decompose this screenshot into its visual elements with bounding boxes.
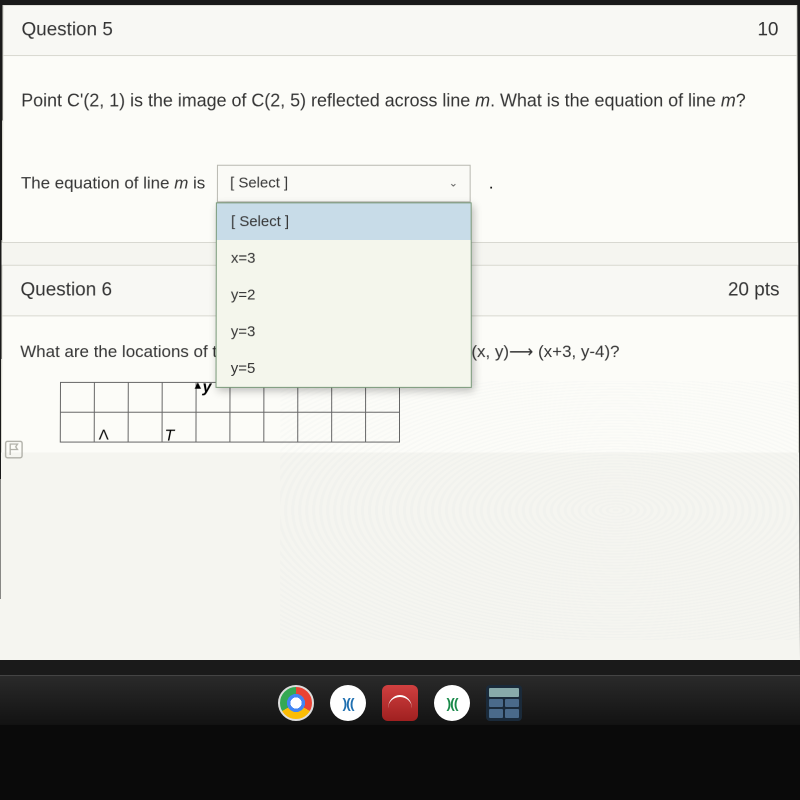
axis-arrow-icon: ▴ (195, 377, 202, 393)
question-6-title: Question 6 (20, 280, 112, 302)
answer-row: The equation of line m is [ Select ] ⌄ [… (21, 165, 779, 203)
question-6-points: 20 pts (728, 280, 780, 302)
question-5-body: Point C'(2, 1) is the image of C(2, 5) r… (2, 56, 799, 243)
calculator-icon[interactable] (486, 685, 522, 721)
option-placeholder[interactable]: [ Select ] (217, 203, 471, 240)
question-5-points: 10 (757, 20, 778, 42)
equation-select[interactable]: [ Select ] ⌄ (217, 165, 471, 203)
option-y-2[interactable]: y=2 (217, 277, 471, 314)
question-5-prompt: Point C'(2, 1) is the image of C(2, 5) r… (21, 88, 779, 116)
question-5-title: Question 5 (21, 20, 112, 42)
question-5-header: Question 5 10 (3, 5, 798, 56)
select-value: [ Select ] (230, 175, 288, 192)
equation-dropdown: [ Select ] x=3 y=2 y=3 y=5 (216, 202, 472, 388)
coordinate-grid: ▴y ΛT (60, 382, 780, 443)
desmos-green-icon[interactable]: )(( (434, 685, 470, 721)
option-y-3[interactable]: y=3 (217, 313, 471, 350)
y-axis-label: y (203, 379, 212, 397)
desmos-blue-icon[interactable]: )(( (330, 685, 366, 721)
graph-app-icon[interactable] (382, 685, 418, 721)
option-y-5[interactable]: y=5 (217, 350, 471, 387)
taskbar: )(( )(( (0, 675, 800, 730)
chrome-icon[interactable] (278, 685, 314, 721)
screen-bezel (0, 725, 800, 800)
flag-question-icon[interactable] (3, 439, 25, 461)
chevron-down-icon: ⌄ (449, 177, 458, 190)
sentence-period: . (489, 174, 494, 194)
option-x-3[interactable]: x=3 (217, 240, 471, 277)
answer-label: The equation of line m is (21, 174, 205, 194)
